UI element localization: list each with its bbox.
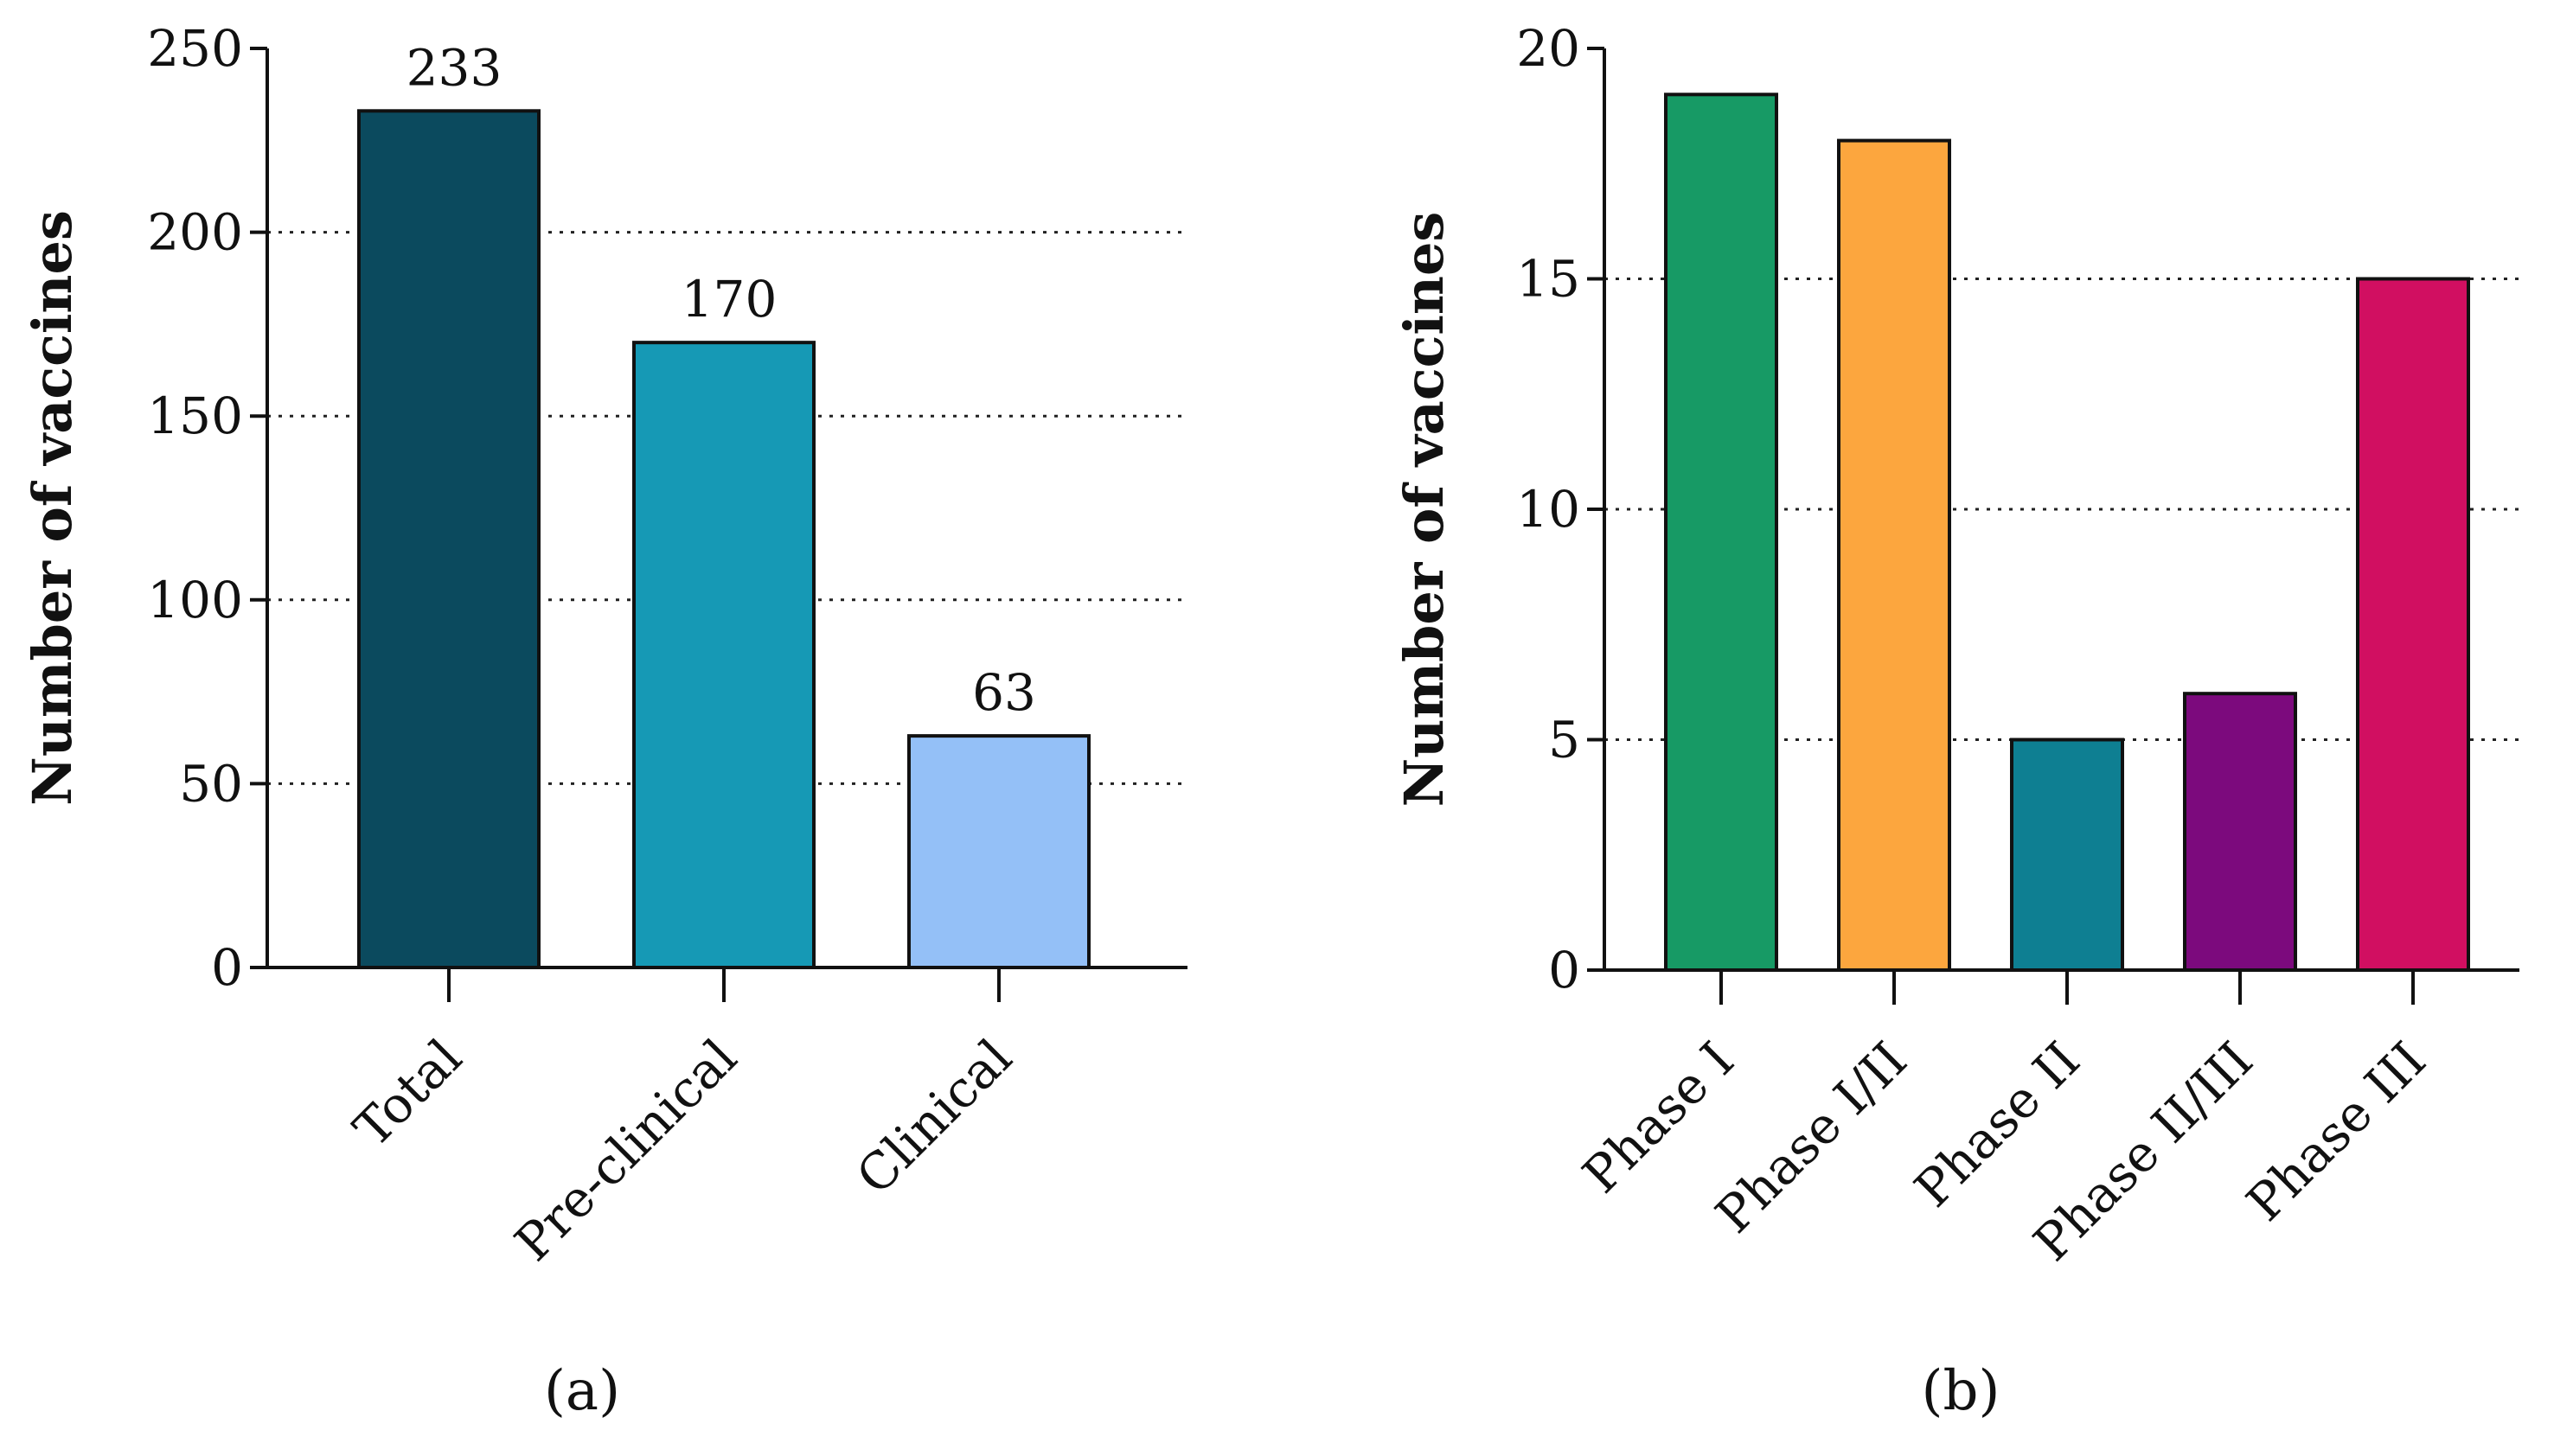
y-tick-label-a-5: 250	[147, 19, 243, 78]
y-tick-label-b-2: 10	[1516, 480, 1580, 539]
chart-panel-a: 0 50 100 150 200 250 Total Pre-clinical Clinical…	[21, 19, 1187, 1423]
bar-b-phase-ii-iii	[2183, 692, 2297, 972]
panel-caption-a: (a)	[544, 1359, 620, 1423]
bar-b-phase-i-ii	[1837, 138, 1951, 973]
x-category-label-b-0: Phase I	[1571, 1031, 1745, 1204]
bar-a-clinical	[907, 734, 1091, 970]
bar-b-phase-ii	[2010, 738, 2124, 972]
bar-a-total	[357, 109, 541, 969]
y-tick-label-b-0: 0	[1548, 941, 1580, 999]
bar-a-pre-clinical	[632, 341, 816, 970]
data-label-a-2: 63	[972, 663, 1036, 722]
y-tick-label-a-1: 50	[179, 754, 243, 813]
y-tick-label-a-2: 100	[147, 571, 243, 629]
y-axis-title-a: Number of vaccines	[21, 210, 84, 806]
bar-b-phase-i	[1664, 93, 1778, 973]
y-axis-title-b: Number of vaccines	[1392, 212, 1456, 808]
x-category-label-b-4: Phase III	[2235, 1031, 2436, 1232]
y-tick-label-b-3: 15	[1516, 250, 1580, 309]
data-label-a-1: 170	[682, 270, 778, 329]
y-tick-label-a-4: 200	[147, 203, 243, 262]
x-category-label-a-2: Clinical	[845, 1028, 1023, 1206]
y-tick-label-a-3: 150	[147, 386, 243, 445]
panel-caption-b: (b)	[1922, 1359, 2000, 1423]
y-tick-label-b-4: 20	[1516, 19, 1580, 78]
x-category-label-b-1: Phase I/II	[1705, 1031, 1918, 1244]
bar-b-phase-iii	[2356, 277, 2470, 972]
x-category-label-a-0: Total	[342, 1028, 473, 1159]
y-tick-label-b-1: 5	[1548, 711, 1580, 770]
data-label-a-0: 233	[406, 38, 502, 97]
y-tick-label-a-0: 0	[211, 938, 243, 997]
x-category-label-a-1: Pre-clinical	[503, 1028, 748, 1273]
